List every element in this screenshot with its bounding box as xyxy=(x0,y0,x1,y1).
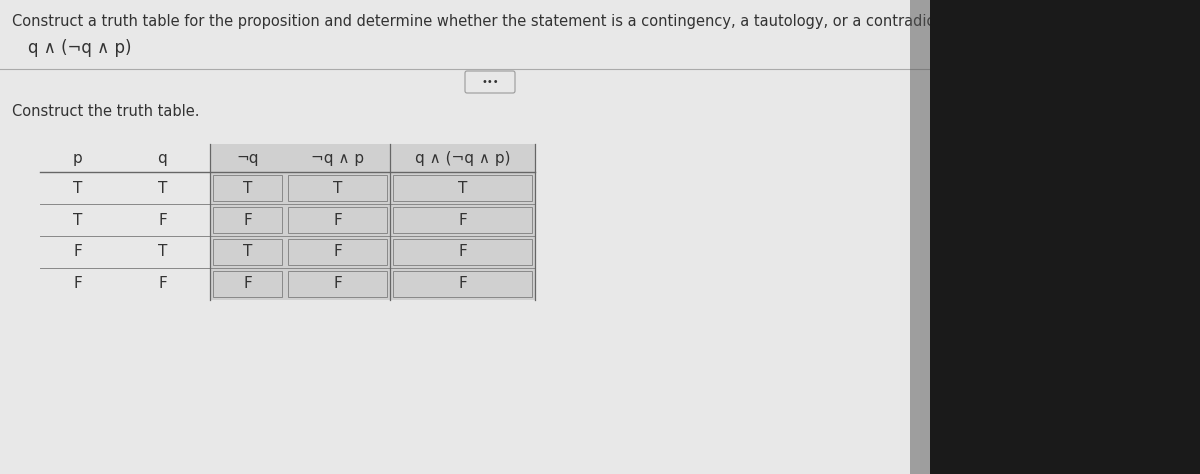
FancyBboxPatch shape xyxy=(394,175,532,201)
Text: F: F xyxy=(73,245,82,259)
FancyBboxPatch shape xyxy=(394,207,532,233)
Text: F: F xyxy=(334,212,342,228)
Text: T: T xyxy=(158,245,167,259)
Text: Construct a truth table for the proposition and determine whether the statement : Construct a truth table for the proposit… xyxy=(12,14,967,29)
FancyBboxPatch shape xyxy=(394,271,532,297)
Bar xyxy=(390,144,535,300)
Text: F: F xyxy=(334,276,342,292)
Text: T: T xyxy=(242,181,252,195)
Text: F: F xyxy=(244,212,252,228)
Text: F: F xyxy=(334,245,342,259)
FancyBboxPatch shape xyxy=(288,207,386,233)
Text: F: F xyxy=(458,212,467,228)
FancyBboxPatch shape xyxy=(214,207,282,233)
Text: T: T xyxy=(73,212,82,228)
FancyBboxPatch shape xyxy=(214,271,282,297)
FancyBboxPatch shape xyxy=(214,239,282,265)
FancyBboxPatch shape xyxy=(288,239,386,265)
Text: q: q xyxy=(157,151,167,165)
Text: F: F xyxy=(458,276,467,292)
Bar xyxy=(910,0,935,474)
FancyBboxPatch shape xyxy=(214,175,282,201)
Text: T: T xyxy=(332,181,342,195)
FancyBboxPatch shape xyxy=(288,271,386,297)
FancyBboxPatch shape xyxy=(394,239,532,265)
FancyBboxPatch shape xyxy=(288,175,386,201)
Bar xyxy=(930,0,1200,474)
Text: T: T xyxy=(242,245,252,259)
Text: F: F xyxy=(158,276,167,292)
Text: q ∧ (¬q ∧ p): q ∧ (¬q ∧ p) xyxy=(415,151,510,165)
Text: F: F xyxy=(244,276,252,292)
Text: Construct the truth table.: Construct the truth table. xyxy=(12,104,199,119)
Bar xyxy=(286,144,390,300)
Bar xyxy=(210,144,286,300)
Text: T: T xyxy=(458,181,467,195)
Text: ¬q ∧ p: ¬q ∧ p xyxy=(311,151,364,165)
Text: q ∧ (¬q ∧ p): q ∧ (¬q ∧ p) xyxy=(28,39,132,57)
FancyBboxPatch shape xyxy=(466,71,515,93)
Text: F: F xyxy=(458,245,467,259)
Text: T: T xyxy=(158,181,167,195)
Text: ¬q: ¬q xyxy=(236,151,259,165)
Text: •••: ••• xyxy=(481,77,499,87)
Text: F: F xyxy=(158,212,167,228)
Text: F: F xyxy=(73,276,82,292)
Text: T: T xyxy=(73,181,82,195)
Text: p: p xyxy=(73,151,83,165)
